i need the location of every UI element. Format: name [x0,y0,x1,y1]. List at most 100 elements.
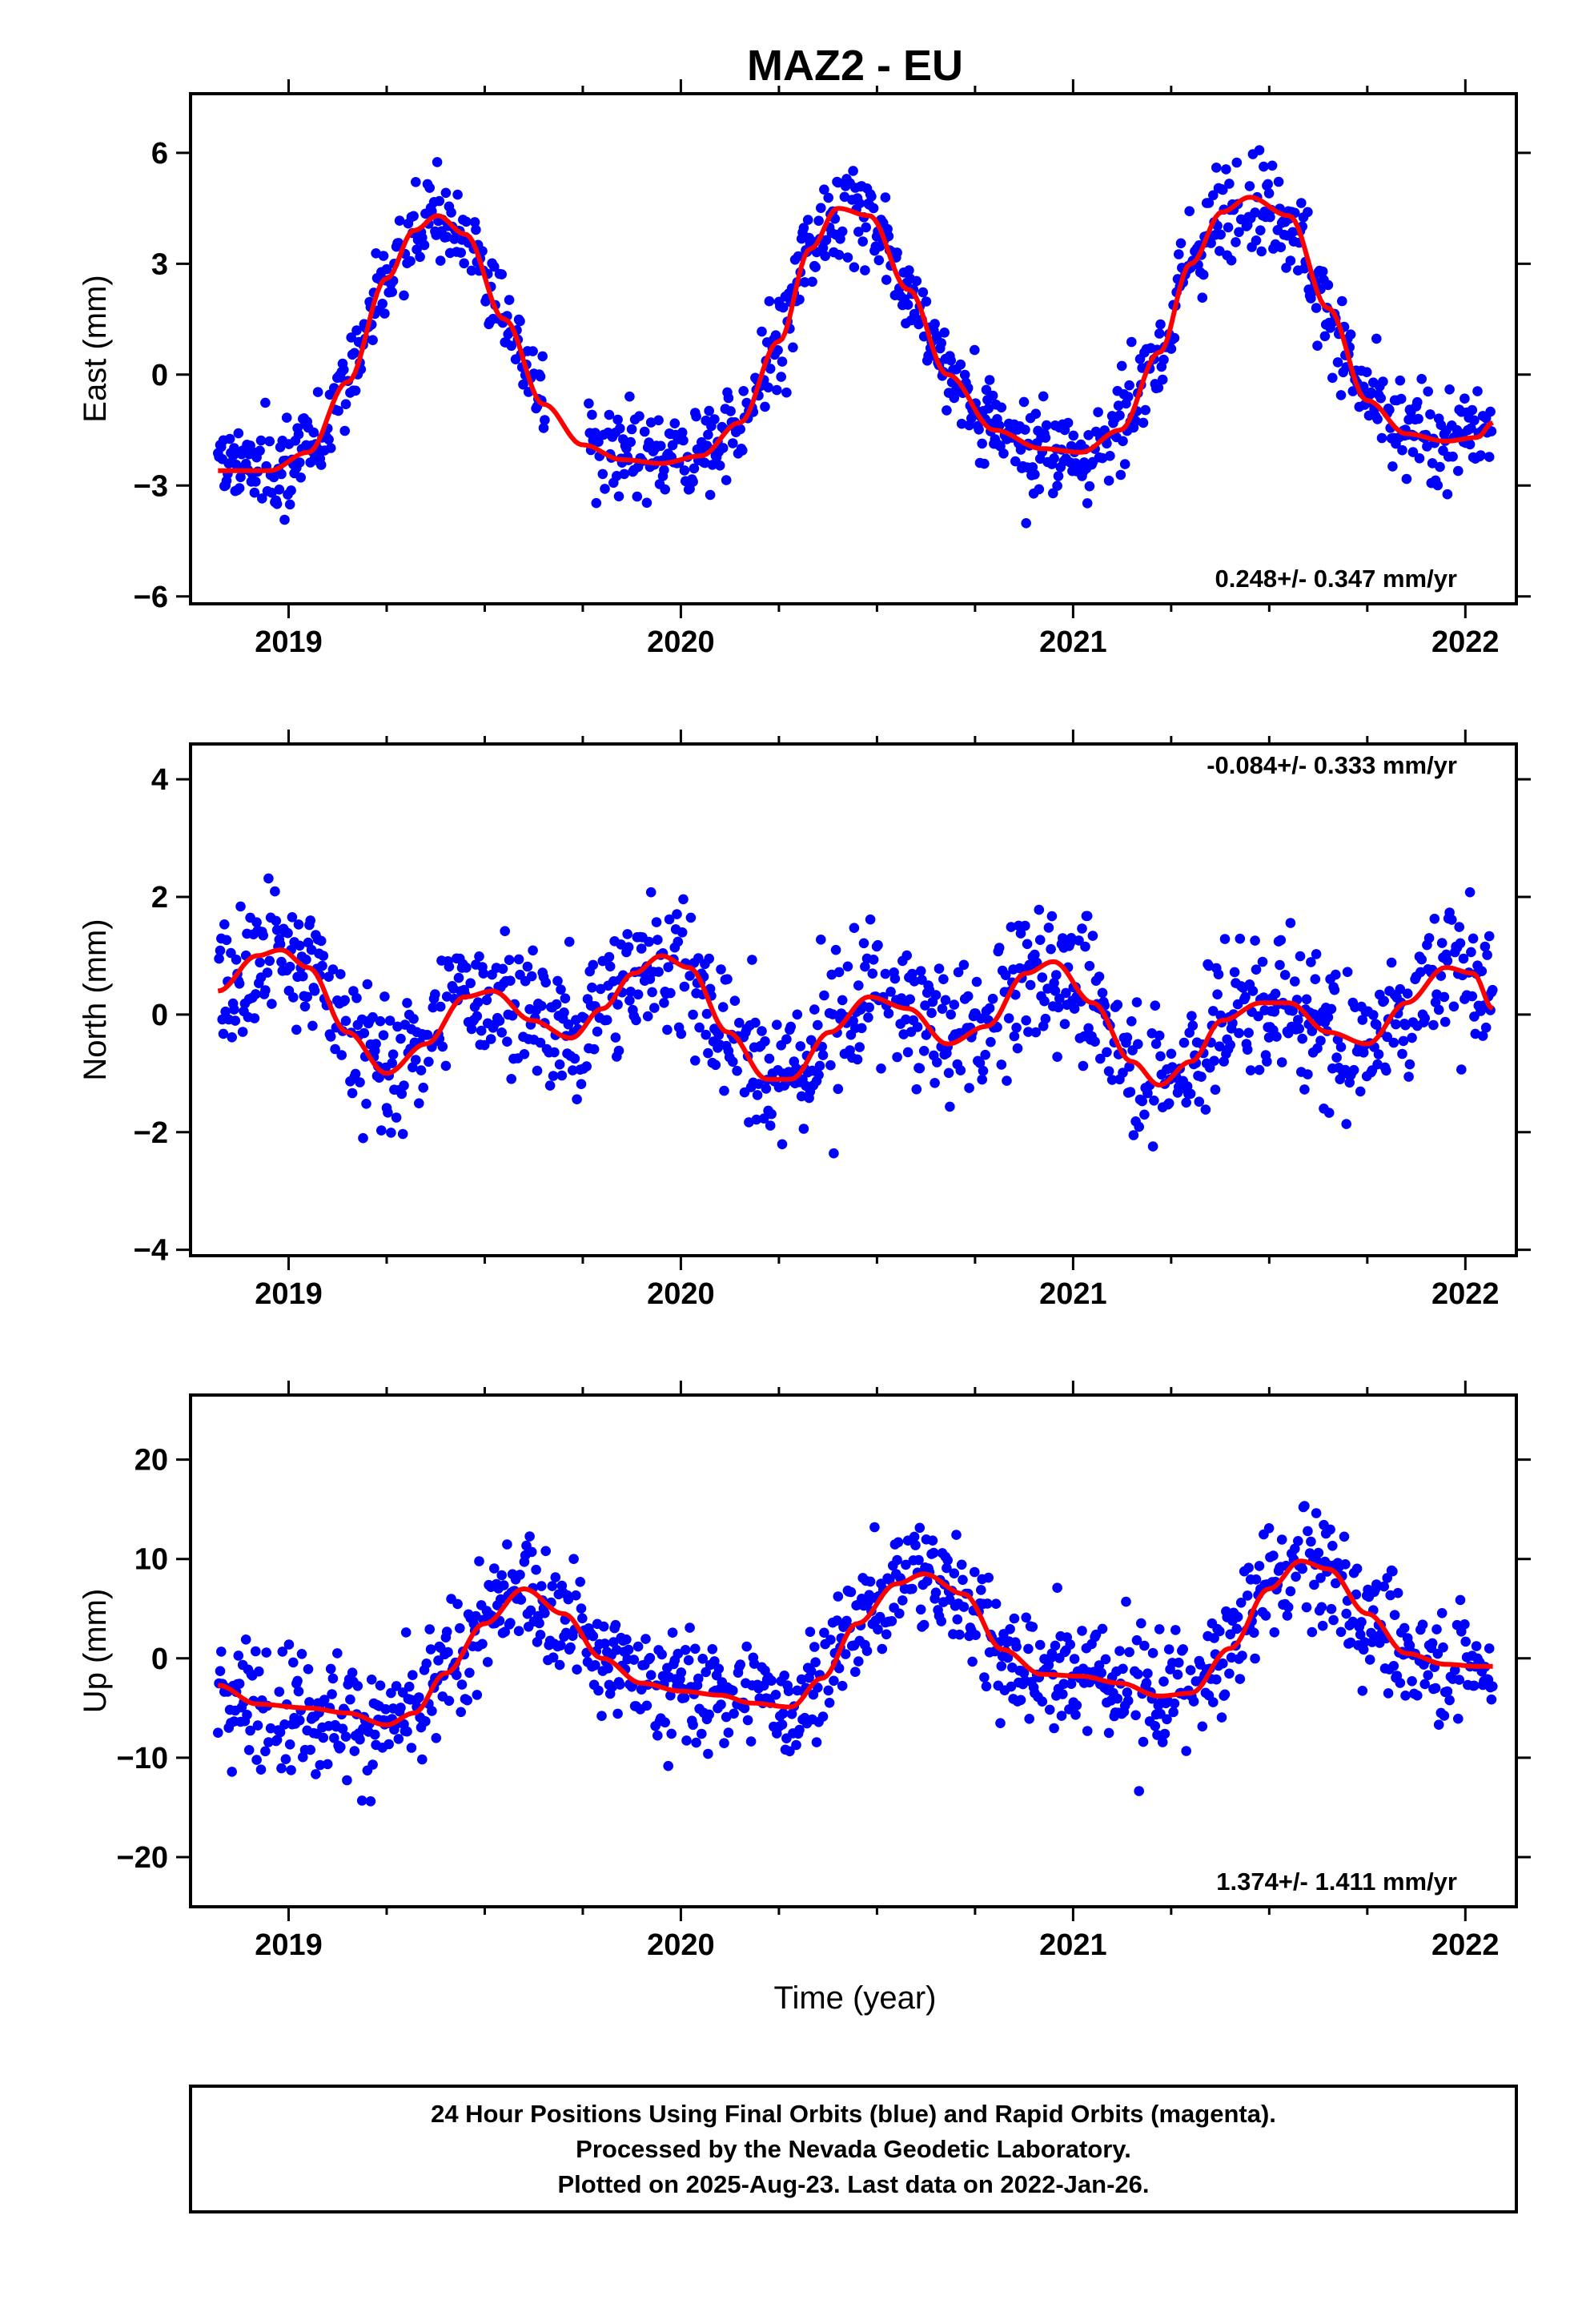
north-data-point [1015,928,1026,939]
east-data-point [1211,163,1222,173]
east-data-point [394,215,405,226]
up-data-point [1460,1619,1470,1630]
north-data-point [980,1049,990,1060]
north-data-point [309,986,320,996]
north-data-point [632,989,644,1000]
up-data-point [644,1653,656,1663]
east-data-point [271,499,283,509]
east-data-point [1030,408,1042,419]
north-data-point [892,1051,902,1063]
east-data-point [1105,451,1115,461]
up-data-point [779,1671,789,1681]
north-data-point [1379,995,1389,1007]
north-data-point [1012,1043,1023,1054]
north-data-point [902,1047,913,1058]
north-data-point [912,1022,923,1032]
north-data-point [1419,1013,1430,1023]
north-data-point [375,1015,386,1027]
north-data-point [722,974,733,984]
north-data-point [1467,991,1478,1002]
up-data-point [1157,1737,1168,1747]
north-data-point [263,873,274,884]
up-data-point [1018,1667,1030,1679]
north-data-point [1331,1052,1342,1063]
up-data-point [1066,1679,1077,1689]
east-data-point [1093,407,1103,417]
up-data-point [252,1720,263,1731]
north-data-point [1407,1032,1417,1043]
up-panel: −20 −10 0 10 20 2019 2020 2021 2022 Up (mm) 1.374+… [78,1381,1531,1962]
east-data-point [688,476,698,487]
north-data-point [1439,991,1450,1003]
east-data-point [723,392,734,404]
east-x-tick-label: 2021 [1039,625,1107,659]
up-data-point [1219,1689,1231,1700]
east-data-point [705,489,716,501]
up-data-point [1249,1627,1259,1638]
north-data-point [1270,988,1281,999]
up-data-point [1358,1644,1369,1655]
up-data-point [536,1581,547,1591]
east-data-point [600,484,610,494]
up-data-point [526,1546,537,1558]
up-data-point [1034,1639,1046,1651]
east-data-point [1158,354,1169,365]
up-data-point [424,1624,435,1634]
north-data-point [1118,1068,1128,1078]
east-data-point [471,224,481,235]
north-data-point [494,1015,505,1026]
east-data-point [1251,235,1262,246]
north-data-point [976,1013,986,1024]
north-data-point [964,1083,974,1093]
north-data-point [1009,1031,1020,1042]
north-data-point [1423,933,1435,943]
north-data-point [653,967,664,977]
north-data-point [829,1148,839,1159]
north-data-point [647,987,657,998]
north-data-point [747,955,757,965]
north-data-point [1122,1032,1133,1043]
east-data-point [1206,238,1216,248]
up-data-point [417,1754,428,1765]
up-data-point [1046,1648,1058,1659]
east-data-point [714,460,725,471]
east-data-point [408,211,419,222]
north-data-point [1040,1013,1051,1024]
north-data-point [732,1065,742,1076]
east-data-point [802,215,813,225]
north-data-point [1090,1036,1100,1047]
east-data-point [966,413,977,424]
east-data-point [378,251,389,261]
up-data-point [1065,1639,1075,1650]
north-data-point [315,935,327,947]
east-data-point [399,290,409,301]
north-data-point [1433,1004,1444,1015]
up-data-point [455,1622,465,1634]
north-data-point [1395,983,1406,995]
up-data-point [263,1737,274,1747]
north-data-point [317,960,327,971]
north-data-point [231,955,242,965]
up-data-point [332,1648,343,1659]
up-data-point [380,1704,391,1715]
north-data-point [1030,949,1040,960]
north-data-point [833,967,845,978]
north-data-point [397,1128,408,1140]
east-data-point [597,468,608,480]
up-data-point [1460,1636,1471,1647]
north-y-tick-label: 0 [151,999,168,1032]
north-data-point [408,1014,419,1024]
north-data-point [977,1074,987,1085]
up-data-point [1431,1624,1442,1634]
east-data-point [794,294,805,305]
north-data-point [623,942,634,952]
footer-line-3: Plotted on 2025-Aug-23. Last data on 202… [557,2170,1149,2198]
up-data-point [1235,1674,1246,1684]
north-data-point [1102,1047,1112,1058]
north-data-point [371,1039,381,1049]
north-data-point [367,1011,378,1023]
north-data-point [885,987,896,997]
north-data-point [295,940,305,951]
north-data-point [1335,1042,1347,1052]
east-data-point [1376,432,1387,444]
